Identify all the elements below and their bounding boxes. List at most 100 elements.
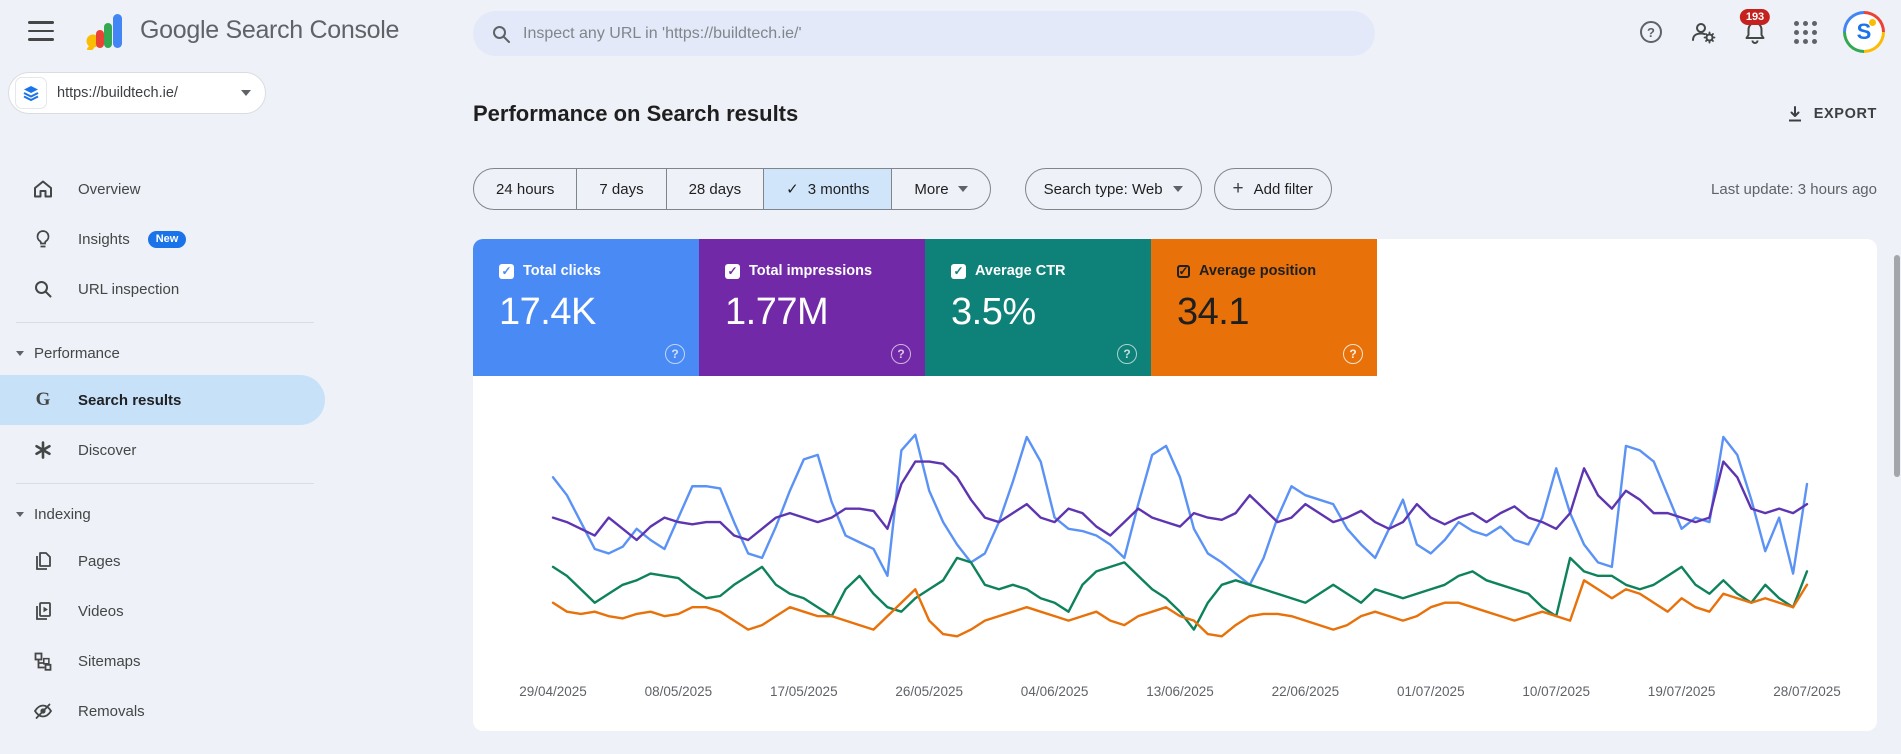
chevron-down-icon xyxy=(16,511,24,517)
metric-label: Average position xyxy=(1199,263,1317,279)
vertical-scrollbar[interactable] xyxy=(1894,255,1900,477)
x-axis-labels: 29/04/2025 08/05/2025 17/05/2025 26/05/2025… xyxy=(519,684,1841,704)
apps-grid-icon[interactable] xyxy=(1794,20,1817,44)
export-button[interactable]: EXPORT xyxy=(1786,105,1877,123)
pages-icon xyxy=(32,551,54,571)
help-icon[interactable]: ? xyxy=(1638,19,1664,45)
download-icon xyxy=(1788,106,1801,122)
range-28-days[interactable]: 28 days xyxy=(667,169,765,209)
page-title: Performance on Search results xyxy=(473,101,799,126)
property-selector[interactable]: https://buildtech.ie/ xyxy=(8,72,266,114)
metric-label: Total clicks xyxy=(523,263,601,279)
sidebar-item-label: URL inspection xyxy=(78,280,180,298)
sidebar-item-insights[interactable]: Insights New xyxy=(0,214,330,264)
chevron-down-icon xyxy=(241,90,251,96)
tile-total-clicks[interactable]: ✓ Total clicks 17.4K ? xyxy=(473,239,699,376)
section-label: Performance xyxy=(34,344,120,362)
search-icon xyxy=(32,279,54,299)
last-update-text: Last update: 3 hours ago xyxy=(1711,180,1877,198)
performance-panel: ✓ Total clicks 17.4K ? ✓ Total impressio… xyxy=(473,239,1877,731)
sidebar-item-label: Discover xyxy=(78,441,137,459)
videos-icon xyxy=(32,601,54,621)
sidebar-item-label: Videos xyxy=(78,602,124,620)
series-total-impressions xyxy=(553,462,1807,540)
x-axis-tick: 28/07/2025 xyxy=(1773,684,1841,699)
chevron-down-icon xyxy=(16,350,24,356)
x-axis-tick: 04/06/2025 xyxy=(1020,684,1089,699)
divider xyxy=(16,483,314,484)
removals-icon xyxy=(32,701,54,721)
help-icon[interactable]: ? xyxy=(665,344,685,364)
sidebar-item-search-results[interactable]: G Search results xyxy=(0,375,325,425)
product-name: Google Search Console xyxy=(140,15,400,44)
lightbulb-icon xyxy=(32,229,54,249)
notifications-icon[interactable]: 193 xyxy=(1739,9,1771,45)
sidebar-item-label: Overview xyxy=(78,180,141,198)
series-total-clicks xyxy=(553,435,1807,585)
sidebar-item-removals[interactable]: Removals xyxy=(0,686,330,736)
search-type-dropdown[interactable]: Search type: Web xyxy=(1024,168,1202,210)
metric-value: 3.5% xyxy=(951,291,1036,333)
avatar[interactable]: S xyxy=(1843,11,1885,53)
section-performance[interactable]: Performance xyxy=(0,331,330,375)
sidebar-item-label: Pages xyxy=(78,552,121,570)
performance-chart-svg xyxy=(553,428,1807,652)
url-inspect-searchbar[interactable] xyxy=(473,11,1375,56)
x-axis-tick: 01/07/2025 xyxy=(1397,684,1465,699)
sidebar-nav: Overview Insights New URL inspection xyxy=(0,164,330,736)
help-icon[interactable]: ? xyxy=(1343,344,1363,364)
metric-value: 17.4K xyxy=(499,291,596,333)
metric-label: Average CTR xyxy=(975,263,1066,279)
search-icon xyxy=(493,25,510,43)
range-more-dropdown[interactable]: More xyxy=(892,169,989,209)
brand[interactable]: Google Search Console xyxy=(84,10,399,50)
main-content: Performance on Search results EXPORT 24 … xyxy=(330,64,1901,754)
x-axis-tick: 17/05/2025 xyxy=(770,684,838,699)
sidebar-item-url-inspection[interactable]: URL inspection xyxy=(0,264,330,314)
checkbox-checked-icon[interactable]: ✓ xyxy=(1177,264,1190,278)
tile-total-impressions[interactable]: ✓ Total impressions 1.77M ? xyxy=(699,239,925,376)
section-label: Indexing xyxy=(34,505,91,523)
add-filter-button[interactable]: + Add filter xyxy=(1213,168,1332,210)
checkbox-checked-icon[interactable]: ✓ xyxy=(951,263,966,279)
sitemaps-icon xyxy=(32,651,54,671)
property-icon xyxy=(15,77,47,109)
checkbox-checked-icon[interactable]: ✓ xyxy=(499,263,514,279)
sidebar-item-discover[interactable]: Discover xyxy=(0,425,330,475)
sidebar-item-overview[interactable]: Overview xyxy=(0,164,330,214)
range-7-days[interactable]: 7 days xyxy=(577,169,667,209)
sidebar-item-label: Sitemaps xyxy=(78,652,141,670)
chevron-down-icon xyxy=(957,186,968,192)
home-icon xyxy=(32,179,54,199)
help-icon[interactable]: ? xyxy=(1117,344,1137,364)
chevron-down-icon xyxy=(1172,186,1183,192)
range-24-hours[interactable]: 24 hours xyxy=(474,169,578,209)
metric-tiles: ✓ Total clicks 17.4K ? ✓ Total impressio… xyxy=(473,239,1877,376)
x-axis-tick: 29/04/2025 xyxy=(519,684,587,699)
sidebar-item-sitemaps[interactable]: Sitemaps xyxy=(0,636,330,686)
series-average-ctr xyxy=(553,558,1807,630)
divider xyxy=(16,322,314,323)
sidebar-item-pages[interactable]: Pages xyxy=(0,536,330,586)
tile-average-position[interactable]: ✓ Average position 34.1 ? xyxy=(1151,239,1377,376)
sidebar-item-videos[interactable]: Videos xyxy=(0,586,330,636)
range-3-months[interactable]: ✓ 3 months xyxy=(764,169,893,209)
sidebar-item-label: Search results xyxy=(78,391,182,409)
top-bar: Google Search Console ? xyxy=(0,0,1901,64)
checkbox-checked-icon[interactable]: ✓ xyxy=(725,263,740,279)
search-console-logo-icon xyxy=(86,14,122,50)
metric-value: 1.77M xyxy=(725,291,829,333)
performance-chart[interactable]: 29/04/2025 08/05/2025 17/05/2025 26/05/2025… xyxy=(519,376,1841,731)
help-icon[interactable]: ? xyxy=(891,344,911,364)
manage-users-icon[interactable] xyxy=(1690,19,1716,45)
x-axis-tick: 19/07/2025 xyxy=(1647,684,1716,699)
date-range-control: 24 hours 7 days 28 days ✓ 3 months More xyxy=(473,168,991,210)
menu-icon[interactable] xyxy=(28,20,54,42)
section-indexing[interactable]: Indexing xyxy=(0,492,330,536)
notification-badge: 193 xyxy=(1739,9,1771,26)
x-axis-tick: 22/06/2025 xyxy=(1271,684,1340,699)
metric-value: 34.1 xyxy=(1177,291,1249,333)
search-input[interactable] xyxy=(523,24,1357,43)
tile-average-ctr[interactable]: ✓ Average CTR 3.5% ? xyxy=(925,239,1151,376)
new-badge: New xyxy=(147,230,187,248)
